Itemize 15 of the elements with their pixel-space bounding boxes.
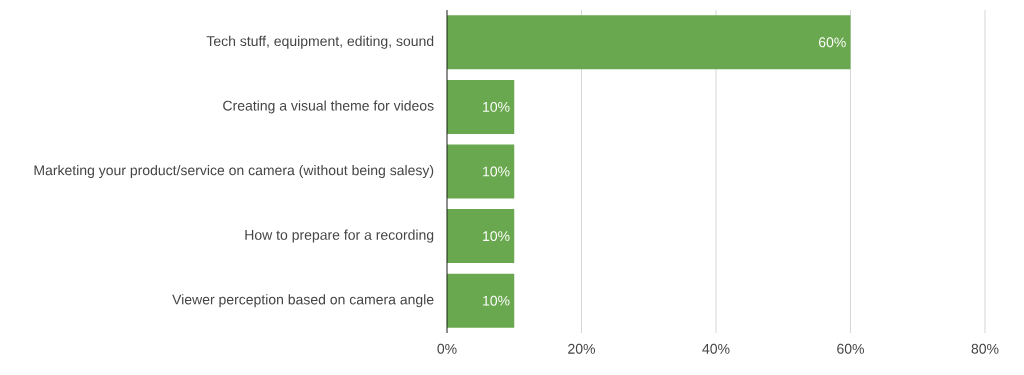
x-tick-label: 80%: [971, 343, 999, 354]
data-label: 10%: [483, 295, 510, 306]
data-label: 60%: [818, 37, 846, 48]
data-label: 10%: [483, 101, 510, 112]
data-label: 10%: [483, 231, 510, 242]
data-label: 10%: [483, 166, 510, 177]
x-tick-label: 0%: [437, 343, 457, 354]
y-tick-label: Marketing your product/service on camera (without being salesy): [34, 164, 434, 179]
y-tick-label: Tech stuff, equipment, editing, sound: [206, 35, 434, 49]
x-tick-label: 20%: [568, 343, 596, 354]
y-tick-label: Viewer perception based on camera angle: [172, 294, 434, 308]
x-tick-label: 40%: [702, 343, 730, 354]
y-tick-label: How to prepare for a recording: [245, 229, 434, 243]
y-tick-label: Creating a visual theme for videos: [223, 100, 434, 114]
x-tick-label: 60%: [837, 343, 865, 354]
